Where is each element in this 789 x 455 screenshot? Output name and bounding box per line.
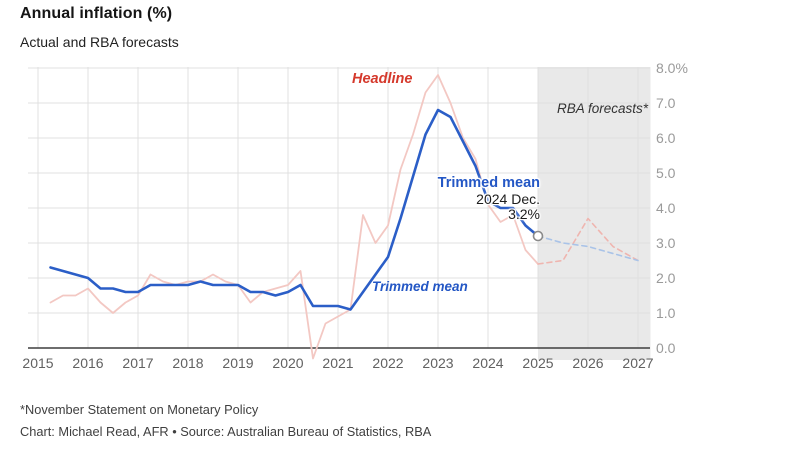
trimmed-forecast-line <box>537 235 639 262</box>
y-tick-label: 8.0% <box>656 60 688 76</box>
x-tick-label: 2016 <box>72 355 103 371</box>
forecast-band-label: RBA forecasts* <box>556 101 648 116</box>
x-tick-label: 2015 <box>22 355 53 371</box>
x-tick-label: 2020 <box>272 355 303 371</box>
trimmed-mean-series-label: Trimmed mean <box>437 175 540 191</box>
endpoint-marker <box>532 230 544 242</box>
x-tick-label: 2024 <box>472 355 503 371</box>
headline-actual-line <box>49 74 539 360</box>
x-tick-label: 2019 <box>222 355 253 371</box>
y-tick-label: 4.0 <box>656 200 676 216</box>
annotation-date-label: 2024 Dec. <box>476 191 540 207</box>
footnote: *November Statement on Monetary Policy <box>20 402 259 417</box>
headline-forecast-line <box>537 217 639 265</box>
x-tick-label: 2018 <box>172 355 203 371</box>
chart-subtitle: Actual and RBA forecasts <box>20 34 179 50</box>
headline-series-label: Headline <box>352 71 413 87</box>
annotation-value-label: 3.2% <box>508 206 540 222</box>
x-tick-label: 2026 <box>572 355 603 371</box>
forecast-band <box>538 67 651 360</box>
y-tick-label: 2.0 <box>656 270 676 286</box>
y-tick-label: 3.0 <box>656 235 676 251</box>
x-tick-label: 2025 <box>522 355 553 371</box>
x-tick-label: 2017 <box>122 355 153 371</box>
x-tick-label: 2027 <box>622 355 653 371</box>
x-tick-label: 2021 <box>322 355 353 371</box>
x-tick-label: 2022 <box>372 355 403 371</box>
y-tick-label: 6.0 <box>656 130 676 146</box>
chart-title: Annual inflation (%) <box>20 5 173 22</box>
y-tick-label: 0.0 <box>656 340 676 356</box>
y-tick-label: 5.0 <box>656 165 676 181</box>
source-credit: Chart: Michael Read, AFR • Source: Austr… <box>20 424 432 439</box>
trimmed-mean-line-label: Trimmed mean <box>372 279 468 294</box>
trimmed-actual-line <box>49 108 540 311</box>
y-tick-label: 7.0 <box>656 95 676 111</box>
x-tick-label: 2023 <box>422 355 453 371</box>
y-tick-label: 1.0 <box>656 305 676 321</box>
